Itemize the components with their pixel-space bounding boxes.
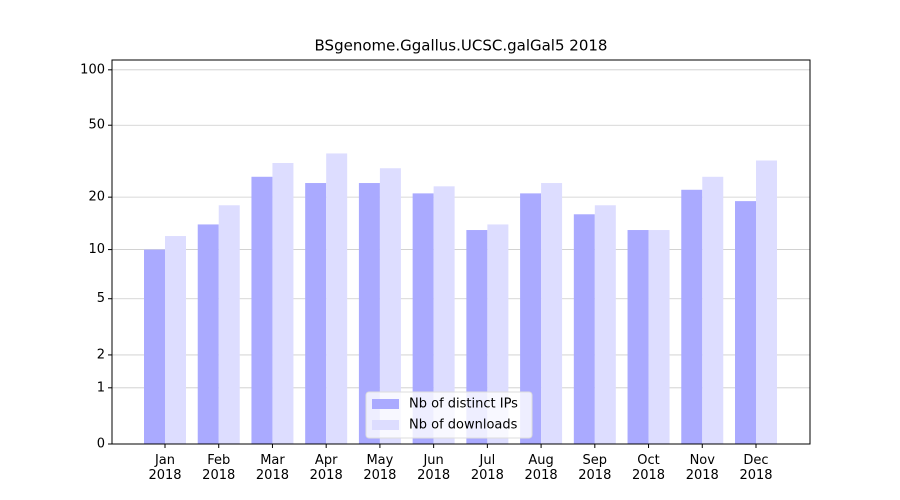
bar: [251, 176, 273, 444]
bar: [165, 236, 186, 444]
chart-title: BSgenome.Ggallus.UCSC.galGal5 2018: [315, 37, 608, 55]
y-tick-label: 100: [80, 62, 105, 77]
bar: [412, 193, 434, 444]
y-tick-label: 50: [88, 118, 105, 133]
bar: [433, 186, 455, 444]
y-tick-label: 0: [97, 437, 105, 452]
legend-swatch: [372, 420, 399, 430]
legend-box: [365, 391, 533, 439]
x-tick-label: Jun 2018: [417, 453, 451, 483]
y-tick-label: 20: [88, 190, 105, 205]
y-tick-label: 5: [97, 291, 105, 306]
x-tick-label: Mar 2018: [255, 453, 289, 483]
bar: [487, 224, 509, 444]
x-tick-label: Jan 2018: [148, 453, 182, 483]
bar: [144, 249, 165, 444]
bar: [627, 230, 649, 444]
bar: [379, 168, 401, 444]
bar: [520, 193, 542, 444]
x-tick-label: Sep 2018: [578, 453, 612, 483]
legend-swatch: [372, 399, 399, 409]
bar: [735, 201, 756, 444]
x-tick-label: Jul 2018: [470, 453, 504, 483]
bar: [272, 163, 294, 444]
y-tick-label: 10: [88, 242, 105, 257]
bar: [197, 224, 219, 444]
bar: [594, 205, 616, 444]
bar: [756, 160, 777, 444]
x-tick-label: Aug 2018: [524, 453, 558, 483]
y-tick-label: 2: [97, 347, 105, 362]
x-tick-label: Nov 2018: [685, 453, 719, 483]
bar: [681, 189, 703, 444]
x-tick-label: May 2018: [363, 453, 397, 483]
legend-label: Nb of distinct IPs: [409, 397, 518, 412]
x-tick-label: Feb 2018: [202, 453, 236, 483]
bar: [305, 183, 327, 445]
legend-label: Nb of downloads: [409, 418, 518, 433]
y-tick-label: 1: [97, 380, 105, 395]
bar: [466, 230, 488, 444]
plot-frame: [111, 59, 811, 445]
bar: [573, 214, 595, 444]
x-tick-label: Apr 2018: [309, 453, 343, 483]
bar: [218, 205, 240, 444]
bar: [358, 183, 380, 445]
bar: [541, 183, 563, 445]
bar: [702, 176, 724, 444]
bar: [326, 153, 348, 444]
x-tick-label: Dec 2018: [739, 453, 773, 483]
bar: [648, 230, 670, 444]
x-tick-label: Oct 2018: [631, 453, 666, 483]
